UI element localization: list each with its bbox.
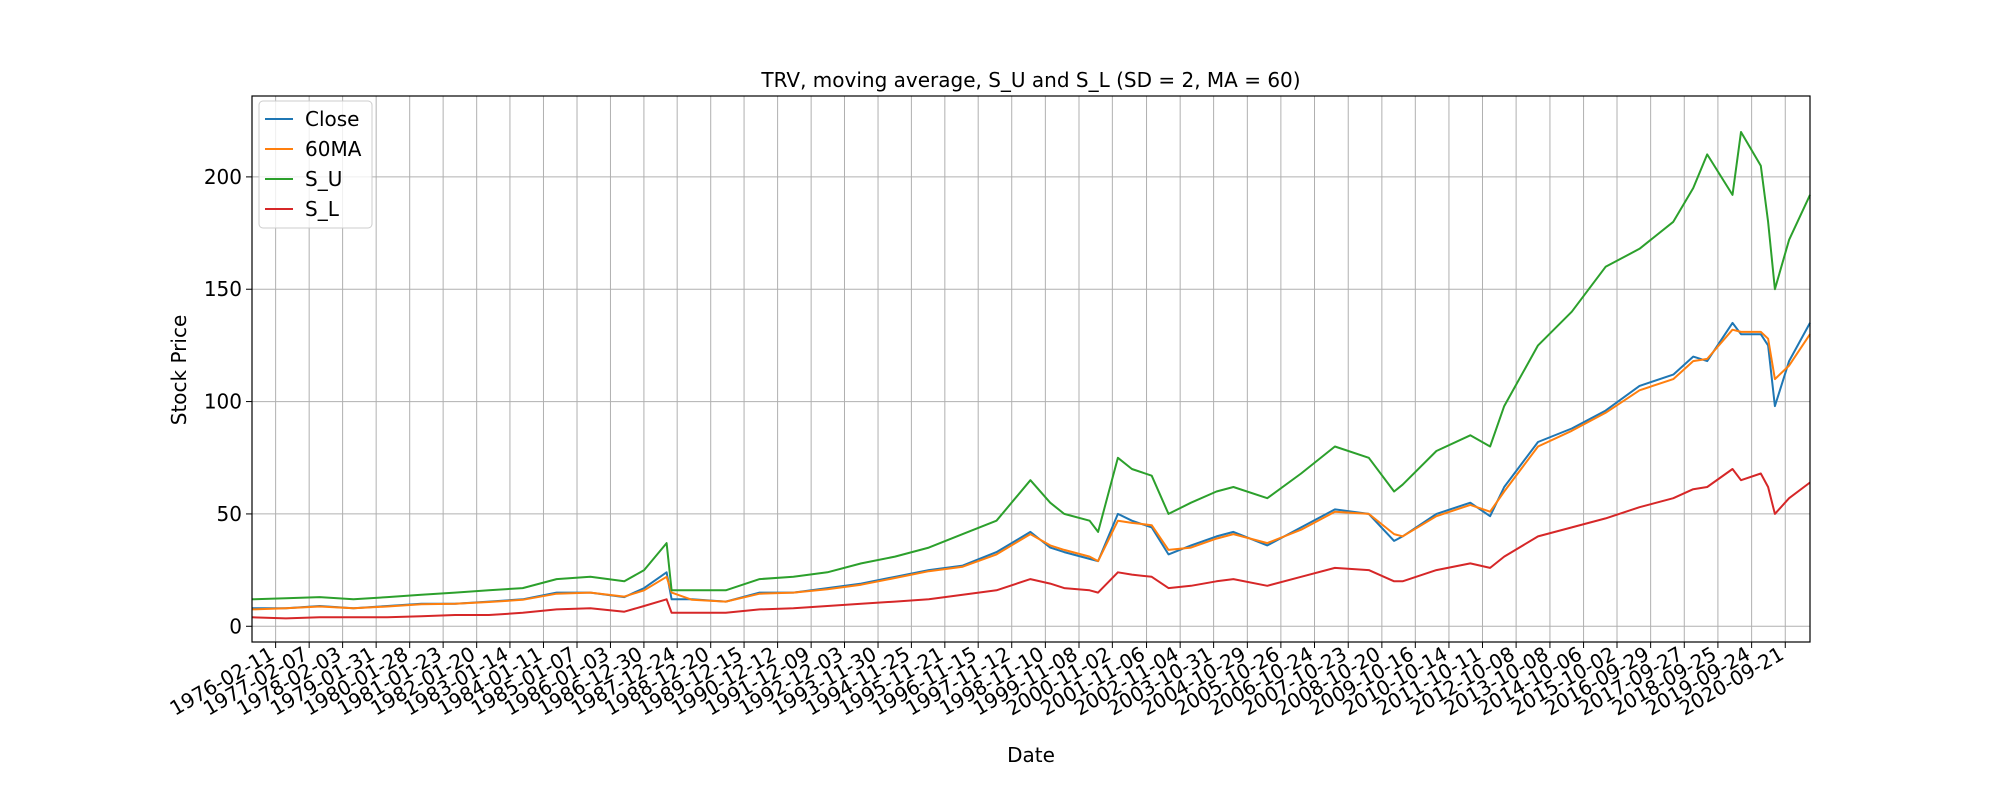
y-tick-label: 0 — [229, 614, 242, 638]
y-axis: 0 50 100 150 200 — [204, 165, 252, 638]
series-line-s-l — [251, 468, 1811, 620]
x-axis-label: Date — [1007, 743, 1055, 767]
chart-title: TRV, moving average, S_U and S_L (SD = 2… — [760, 68, 1300, 92]
grid-lines — [252, 96, 1810, 642]
legend-label: Close — [305, 107, 359, 131]
legend-label: S_L — [305, 197, 340, 221]
series-line-close — [252, 321, 1811, 610]
y-axis-label: Stock Price — [167, 315, 191, 426]
x-axis: 1976-02-111977-02-071978-02-031979-01-31… — [165, 642, 1787, 721]
y-tick-label: 100 — [204, 390, 242, 414]
legend-label: S_U — [305, 167, 342, 191]
y-tick-label: 150 — [204, 277, 242, 301]
series-line-s-u — [251, 131, 1811, 601]
y-tick-label: 200 — [204, 165, 242, 189]
legend-label: 60MA — [305, 137, 362, 161]
legend-frame — [258, 100, 373, 229]
series-lines — [251, 131, 1811, 620]
series-line-60ma — [251, 328, 1811, 611]
y-tick-label: 50 — [217, 502, 242, 526]
legend: Close 60MA S_U S_L — [258, 100, 373, 229]
plot-area-frame — [251, 95, 1811, 643]
